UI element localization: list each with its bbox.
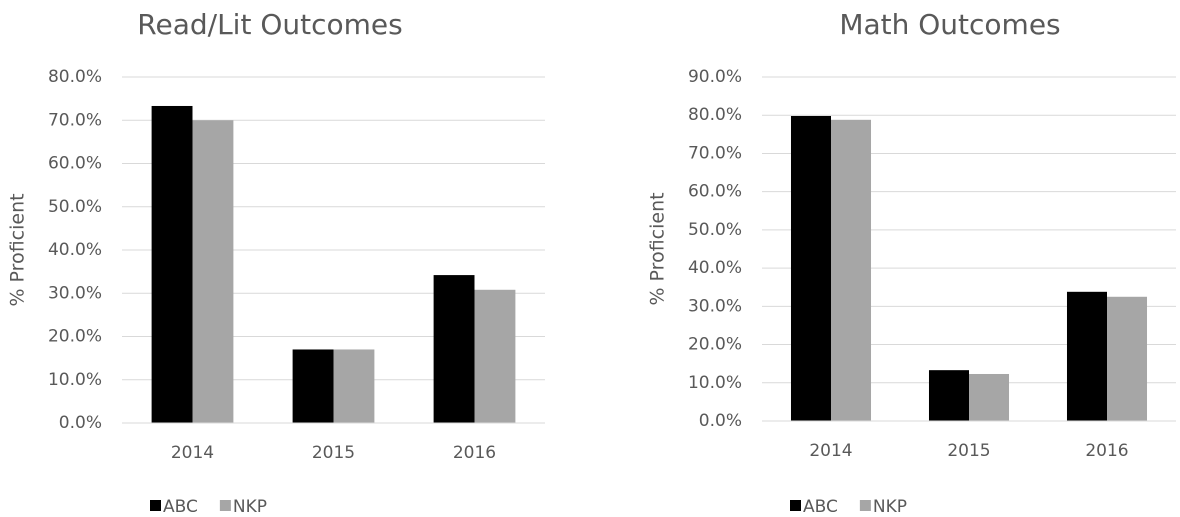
y-tick-label: 30.0% (48, 283, 102, 303)
bar (474, 289, 516, 423)
x-tick-label: 2014 (171, 443, 214, 463)
bar (1066, 291, 1107, 421)
chart-title: Read/Lit Outcomes (137, 8, 402, 41)
y-axis-title: % Proficient (7, 193, 29, 306)
legend-swatch (790, 500, 801, 511)
y-axis-title: % Proficient (647, 192, 669, 305)
x-tick-label: 2014 (809, 441, 852, 461)
y-tick-label: 10.0% (48, 370, 102, 390)
y-tick-label: 30.0% (688, 296, 742, 316)
bar (969, 373, 1010, 421)
bar (831, 119, 872, 421)
legend-label: NKP (233, 497, 267, 517)
y-tick-label: 0.0% (59, 413, 102, 433)
legend-label: ABC (163, 497, 198, 517)
bar (333, 349, 375, 423)
y-tick-label: 80.0% (48, 67, 102, 87)
y-tick-label: 20.0% (48, 327, 102, 347)
bar (790, 115, 831, 421)
x-tick-label: 2016 (1085, 441, 1128, 461)
bar (433, 275, 475, 423)
x-tick-label: 2016 (453, 443, 496, 463)
y-tick-label: 50.0% (48, 197, 102, 217)
chart-title: Math Outcomes (839, 8, 1060, 41)
bar (292, 349, 334, 423)
bar (151, 105, 193, 423)
y-tick-label: 50.0% (688, 220, 742, 240)
legend-label: ABC (803, 497, 838, 517)
x-tick-label: 2015 (312, 443, 355, 463)
bar (192, 120, 234, 423)
legend-label: NKP (873, 497, 907, 517)
x-tick-label: 2015 (947, 441, 990, 461)
y-tick-label: 70.0% (688, 143, 742, 163)
y-tick-label: 40.0% (688, 258, 742, 278)
y-tick-label: 80.0% (688, 105, 742, 125)
y-tick-label: 90.0% (688, 67, 742, 87)
y-tick-label: 40.0% (48, 240, 102, 260)
y-tick-label: 70.0% (48, 110, 102, 130)
y-tick-label: 20.0% (688, 335, 742, 355)
bar (1107, 296, 1148, 421)
y-tick-label: 60.0% (688, 182, 742, 202)
legend-swatch (859, 500, 871, 511)
bar (928, 370, 969, 421)
y-tick-label: 60.0% (48, 154, 102, 174)
y-tick-label: 0.0% (699, 411, 742, 431)
y-tick-label: 10.0% (688, 373, 742, 393)
legend-swatch (219, 500, 231, 511)
legend-swatch (150, 500, 161, 511)
